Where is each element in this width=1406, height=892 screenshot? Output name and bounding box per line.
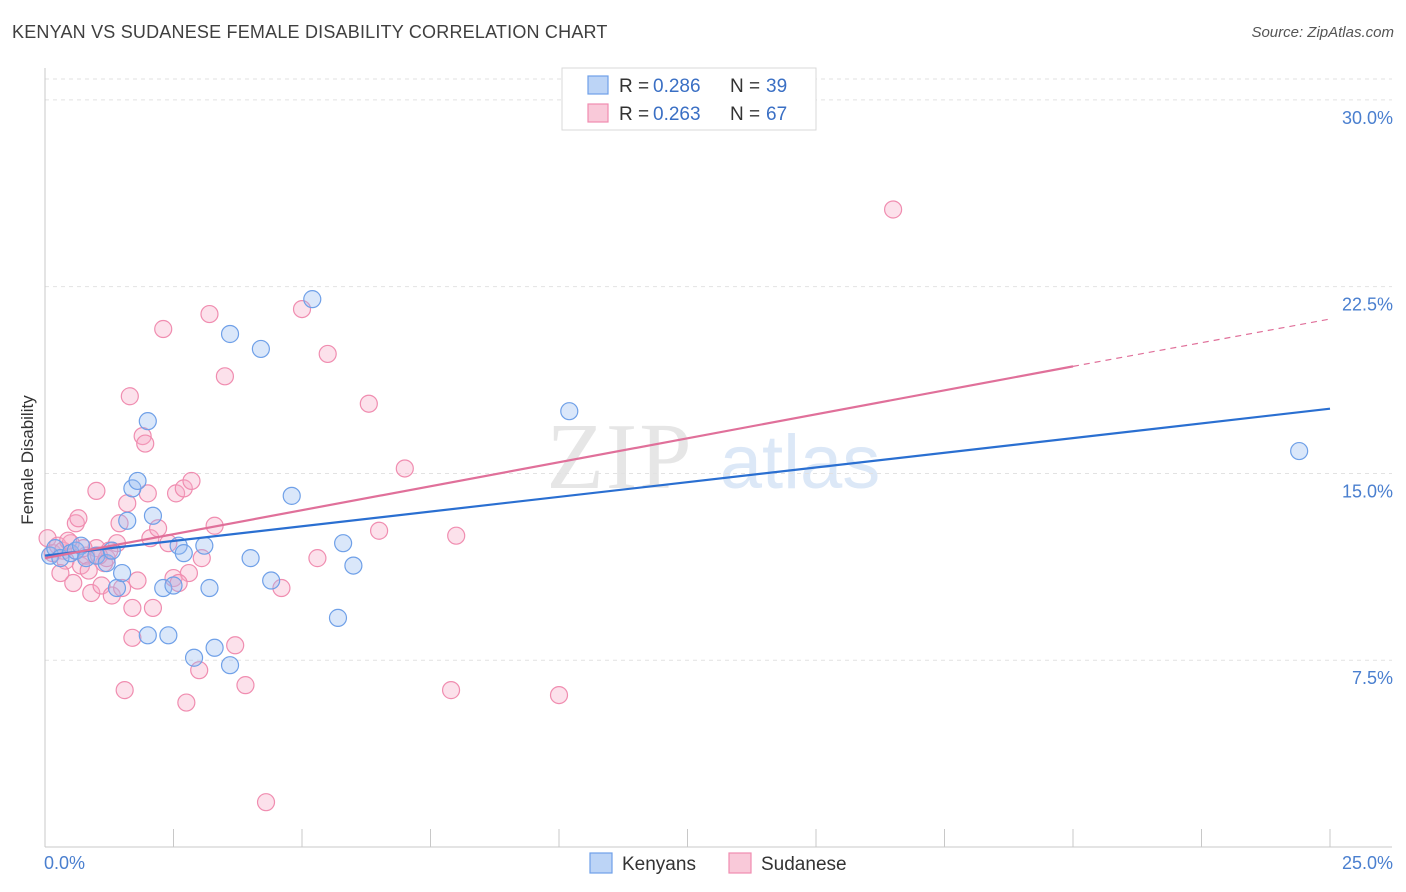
point-sudanese-24: [120, 387, 139, 406]
legend-bottom-swatch-sudanese: [728, 852, 752, 874]
y-tick-label-2: 22.5%: [1342, 295, 1393, 315]
legend-bottom-swatch-kenyans: [589, 852, 613, 874]
point-kenyans-27: [241, 549, 260, 568]
point-sudanese-41: [182, 471, 201, 491]
legend-bottom-label-sudanese: Sudanese: [761, 854, 847, 875]
point-sudanese-57: [441, 681, 461, 700]
point-kenyans-35: [138, 626, 157, 645]
point-kenyans-38: [1290, 441, 1309, 461]
chart-title: KENYAN VS SUDANESE FEMALE DISABILITY COR…: [12, 22, 608, 42]
legend-r-label-kenyans: R =: [619, 76, 649, 97]
point-kenyans-21: [184, 648, 204, 667]
trend-line-kenyans: [44, 407, 1331, 557]
point-sudanese-12: [82, 583, 101, 603]
point-sudanese-55: [370, 521, 389, 540]
point-kenyans-15: [138, 412, 157, 431]
legend-swatch-sudanese: [587, 103, 609, 123]
point-sudanese-50: [272, 578, 291, 598]
legend-swatch-kenyans: [587, 75, 609, 95]
point-sudanese-48: [236, 676, 255, 695]
point-sudanese-25: [123, 598, 142, 618]
axes: [44, 68, 1392, 848]
point-sudanese-6: [64, 573, 83, 593]
point-kenyans-34: [344, 556, 363, 575]
point-kenyans-33: [334, 534, 353, 553]
y-tick-label-3: 30.0%: [1342, 108, 1393, 128]
watermark-zip: ZIP: [547, 405, 694, 509]
legend-n-value-kenyans: 39: [766, 76, 787, 97]
point-sudanese-8: [69, 509, 88, 528]
point-sudanese-27: [128, 571, 147, 590]
point-sudanese-38: [174, 479, 193, 498]
legend-r-label-sudanese: R =: [619, 104, 649, 125]
point-kenyans-20: [174, 544, 193, 563]
legend-n-value-sudanese: 67: [766, 104, 787, 125]
legend-r-value-kenyans: 0.286: [653, 76, 701, 97]
point-sudanese-52: [308, 549, 327, 568]
point-kenyans-11: [112, 563, 132, 583]
trend-line-sudanese-extension: [1072, 318, 1331, 367]
legend-top: R = 0.286 N = 39 R = 0.263 N = 67: [561, 67, 817, 131]
point-kenyans-14: [128, 471, 147, 491]
point-sudanese-61: [51, 563, 70, 583]
point-kenyans-37: [560, 402, 579, 421]
x-tick-label-max: 25.0%: [1342, 853, 1393, 873]
point-sudanese-29: [136, 434, 155, 453]
x-tick-label-min: 0.0%: [44, 853, 85, 873]
legend-r-value-sudanese: 0.263: [653, 104, 701, 125]
point-kenyans-26: [220, 324, 240, 344]
point-sudanese-26: [123, 628, 142, 647]
point-sudanese-58: [447, 526, 466, 545]
point-sudanese-34: [154, 319, 173, 339]
point-kenyans-22: [195, 536, 214, 555]
point-sudanese-22: [115, 681, 134, 700]
point-sudanese-47: [226, 636, 245, 655]
y-axis-label: Female Disability: [18, 395, 37, 525]
legend-n-label-kenyans: N =: [730, 76, 760, 97]
point-kenyans-28: [251, 339, 270, 359]
point-sudanese-21: [112, 578, 132, 598]
point-sudanese-53: [318, 344, 337, 364]
point-sudanese-39: [177, 693, 196, 712]
point-sudanese-44: [200, 304, 219, 324]
legend-bottom-label-kenyans: Kenyans: [622, 854, 696, 875]
point-kenyans-23: [200, 578, 219, 598]
chart-source: Source: ZipAtlas.com: [1251, 24, 1394, 41]
point-sudanese-60: [883, 200, 903, 219]
legend-bottom: Kenyans Sudanese: [589, 852, 847, 875]
point-kenyans-24: [205, 638, 224, 657]
point-kenyans-29: [262, 571, 281, 590]
point-sudanese-56: [395, 459, 414, 478]
grid: [45, 78, 1392, 661]
trend-lines: [44, 318, 1331, 560]
trend-line-sudanese: [44, 365, 1074, 560]
point-sudanese-14: [87, 481, 106, 500]
point-sudanese-7: [66, 514, 85, 533]
point-kenyans-30: [282, 486, 301, 505]
y-tick-label-1: 15.0%: [1342, 481, 1393, 501]
point-kenyans-31: [303, 290, 322, 309]
point-sudanese-46: [215, 367, 234, 386]
y-tick-labels: 7.5% 15.0% 22.5% 30.0%: [1342, 108, 1393, 688]
point-kenyans-32: [328, 608, 348, 627]
point-sudanese-54: [359, 394, 378, 413]
point-kenyans-36: [159, 626, 178, 645]
point-sudanese-32: [143, 598, 163, 618]
point-sudanese-49: [256, 793, 276, 812]
y-tick-label-0: 7.5%: [1352, 668, 1393, 688]
legend-n-label-sudanese: N =: [730, 104, 760, 125]
point-kenyans-16: [143, 506, 163, 525]
point-kenyans-25: [220, 656, 240, 675]
point-kenyans-12: [118, 511, 137, 530]
point-kenyans-18: [164, 576, 183, 595]
point-sudanese-59: [549, 685, 569, 705]
